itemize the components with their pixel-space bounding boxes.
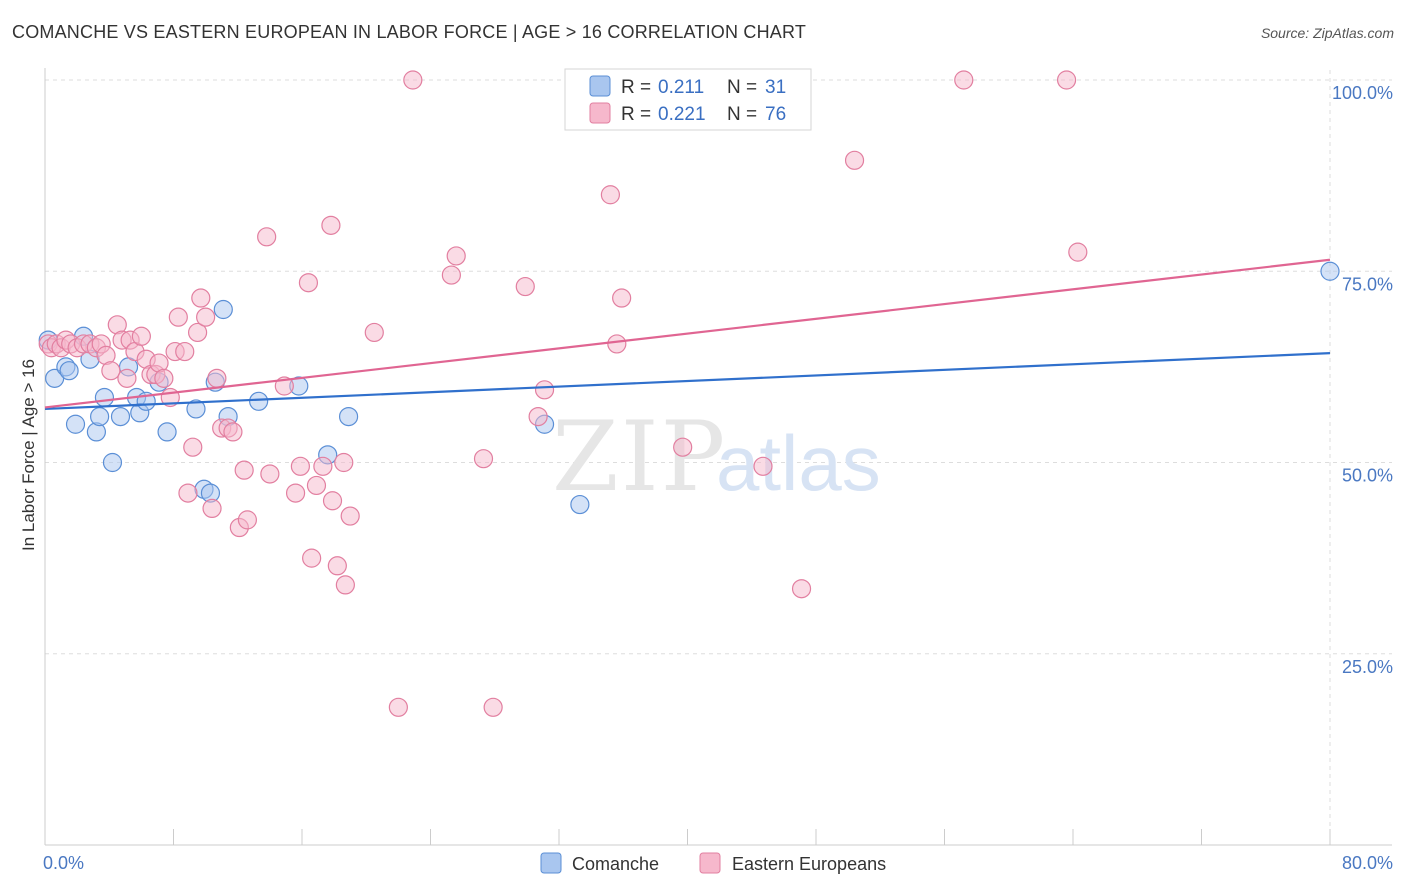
grid-lines <box>45 70 1392 845</box>
y-tick-label: 100.0% <box>1332 83 1393 103</box>
series-legend-swatch-comanche <box>540 852 562 874</box>
stats-legend: R = 0.211 N = 31 R = 0.221 N = 76 <box>564 68 812 131</box>
point-eastern-europeans <box>234 460 254 480</box>
point-eastern-europeans <box>183 437 203 457</box>
point-eastern-europeans <box>441 265 461 285</box>
axes: 25.0% 50.0% 75.0% 100.0% 0.0% 80.0% <box>43 68 1393 873</box>
y-tick-label: 25.0% <box>1342 657 1393 677</box>
point-eastern-europeans <box>191 288 211 308</box>
watermark-atlas: atlas <box>716 419 881 507</box>
point-eastern-europeans <box>168 307 188 327</box>
series-legend-swatch-eastern-europeans <box>699 852 721 874</box>
point-eastern-europeans <box>335 575 355 595</box>
point-eastern-europeans <box>403 70 423 90</box>
point-eastern-europeans <box>178 483 198 503</box>
point-eastern-europeans <box>117 368 137 388</box>
point-comanche <box>1320 261 1340 281</box>
point-comanche <box>94 387 115 408</box>
point-eastern-europeans <box>844 150 865 170</box>
y-tick-label: 50.0% <box>1342 466 1393 486</box>
point-eastern-europeans <box>607 334 627 354</box>
point-comanche <box>110 407 131 427</box>
point-eastern-europeans <box>1068 242 1088 262</box>
point-comanche <box>570 494 590 515</box>
point-comanche <box>249 391 269 411</box>
series-legend: Comanche Eastern Europeans <box>540 852 886 874</box>
series-legend-label-eastern-europeans: Eastern Europeans <box>732 854 886 874</box>
point-eastern-europeans <box>285 483 306 503</box>
point-eastern-europeans <box>515 276 535 297</box>
point-eastern-europeans <box>753 456 773 476</box>
legend-n-label: N = <box>727 77 757 98</box>
point-eastern-europeans <box>534 380 555 400</box>
legend-r-label: R = <box>621 104 651 125</box>
chart-title: COMANCHE VS EASTERN EUROPEAN IN LABOR FO… <box>12 22 807 42</box>
watermark-zip: ZIP <box>552 401 727 513</box>
point-eastern-europeans <box>237 510 257 530</box>
point-comanche <box>90 407 110 427</box>
point-eastern-europeans <box>196 307 216 327</box>
point-eastern-europeans <box>483 697 503 717</box>
point-eastern-europeans <box>302 548 322 568</box>
point-eastern-europeans <box>673 437 693 457</box>
legend-r-value-comanche: 0.211 <box>658 77 704 98</box>
point-comanche <box>186 399 206 419</box>
point-eastern-europeans <box>791 579 812 599</box>
point-comanche <box>59 361 79 381</box>
y-tick-label: 75.0% <box>1342 274 1393 294</box>
point-comanche <box>213 299 233 320</box>
point-eastern-europeans <box>528 407 548 427</box>
point-eastern-europeans <box>313 456 333 476</box>
point-eastern-europeans <box>327 556 347 576</box>
series-legend-label-comanche: Comanche <box>572 854 659 874</box>
point-eastern-europeans <box>340 506 360 526</box>
point-eastern-europeans <box>154 368 174 388</box>
source-label: Source: ZipAtlas.com <box>1260 25 1394 41</box>
data-points <box>38 70 1340 717</box>
point-eastern-europeans <box>131 326 151 346</box>
point-eastern-europeans <box>954 70 974 90</box>
point-comanche <box>102 452 123 473</box>
point-comanche <box>157 422 177 442</box>
point-eastern-europeans <box>473 449 494 469</box>
point-comanche <box>65 414 86 434</box>
point-eastern-europeans <box>334 452 354 473</box>
point-eastern-europeans <box>175 341 195 362</box>
point-eastern-europeans <box>388 697 408 717</box>
point-eastern-europeans <box>260 464 280 484</box>
point-eastern-europeans <box>600 185 621 205</box>
y-axis-title: In Labor Force | Age > 16 <box>19 359 38 551</box>
legend-n-value-eastern-europeans: 76 <box>765 104 786 125</box>
point-eastern-europeans <box>101 361 121 381</box>
point-eastern-europeans <box>223 422 243 442</box>
point-eastern-europeans <box>187 322 208 343</box>
trend-line-comanche <box>44 352 1331 411</box>
point-eastern-europeans <box>446 246 466 266</box>
point-comanche <box>338 407 359 427</box>
legend-n-value-comanche: 31 <box>765 77 786 98</box>
legend-swatch-eastern-europeans <box>589 102 611 124</box>
point-eastern-europeans <box>321 215 341 235</box>
watermark: ZIP atlas <box>552 401 881 513</box>
legend-r-value-eastern-europeans: 0.221 <box>658 104 706 125</box>
point-eastern-europeans <box>322 491 343 511</box>
point-eastern-europeans <box>1056 70 1077 90</box>
point-eastern-europeans <box>364 322 384 343</box>
x-tick-label: 0.0% <box>43 853 84 873</box>
legend-r-label: R = <box>621 77 651 98</box>
point-eastern-europeans <box>257 227 277 247</box>
point-eastern-europeans <box>298 273 319 293</box>
legend-swatch-comanche <box>589 75 611 97</box>
legend-n-label: N = <box>727 104 757 125</box>
point-eastern-europeans <box>202 498 222 518</box>
x-tick-label: 80.0% <box>1342 853 1393 873</box>
point-eastern-europeans <box>612 288 632 308</box>
point-eastern-europeans <box>207 368 227 388</box>
point-eastern-europeans <box>306 475 327 496</box>
point-eastern-europeans <box>290 456 310 476</box>
trend-lines <box>44 258 1331 411</box>
trend-line-eastern-europeans <box>44 258 1331 409</box>
